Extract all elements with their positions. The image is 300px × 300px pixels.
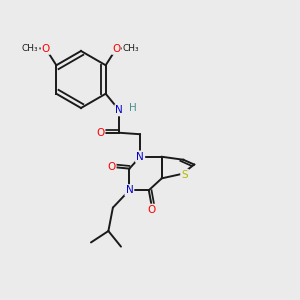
- Text: CH₃: CH₃: [123, 44, 140, 53]
- Text: N: N: [136, 152, 144, 162]
- Text: S: S: [181, 170, 188, 180]
- Text: N: N: [136, 152, 144, 162]
- Text: O: O: [42, 44, 50, 54]
- Text: H: H: [129, 103, 136, 113]
- Text: O: O: [148, 205, 156, 215]
- Text: O: O: [107, 162, 116, 172]
- Text: O: O: [112, 44, 120, 54]
- Text: N: N: [125, 185, 133, 195]
- Text: CH₃: CH₃: [22, 44, 38, 53]
- Text: O: O: [96, 128, 104, 138]
- Text: N: N: [115, 105, 123, 115]
